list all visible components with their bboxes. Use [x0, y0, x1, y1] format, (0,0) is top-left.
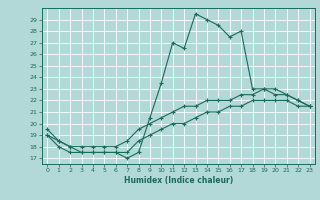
- X-axis label: Humidex (Indice chaleur): Humidex (Indice chaleur): [124, 176, 233, 185]
